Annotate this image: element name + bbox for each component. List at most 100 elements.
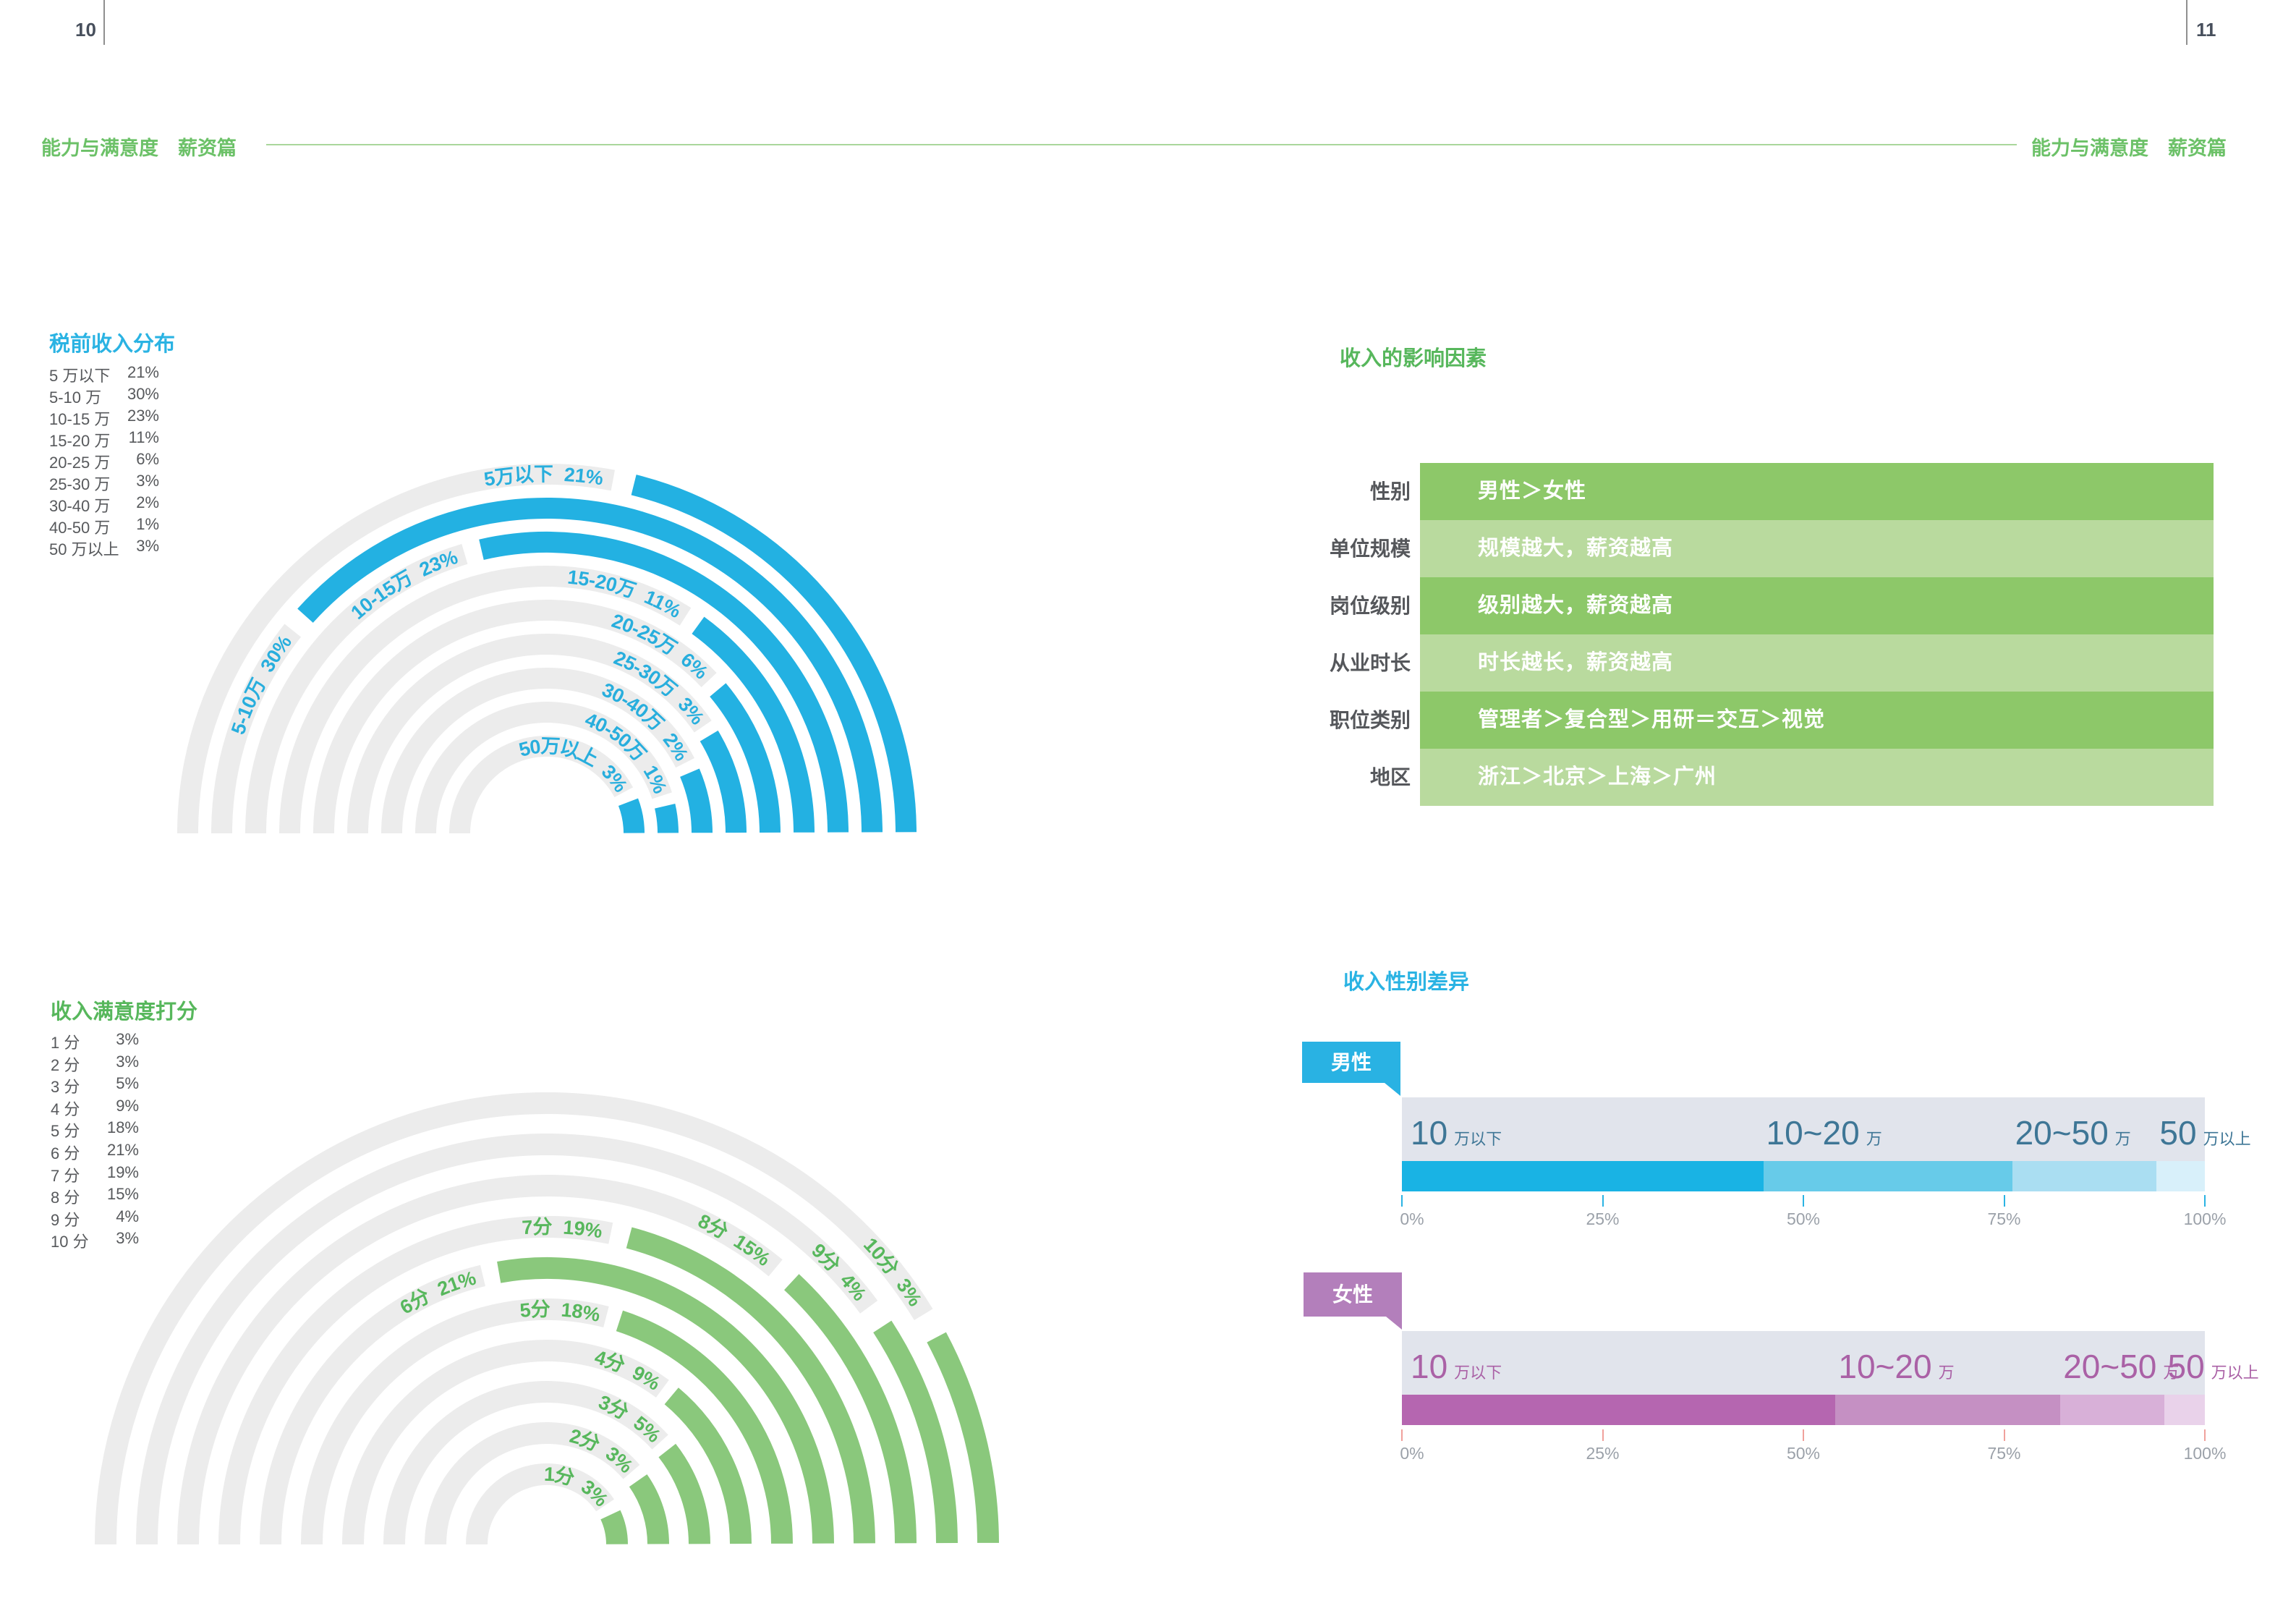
- ring-label: 50万以上 3%: [516, 735, 632, 796]
- legend-item-value: 3%: [116, 1030, 139, 1048]
- ring-value-arc: [700, 730, 747, 833]
- satisfaction-title: 收入满意度打分: [51, 1000, 198, 1024]
- legend-item-value: 21%: [127, 363, 159, 381]
- gender-tab: 男性: [1302, 1042, 1400, 1083]
- table-row: 浙江＞北京＞上海＞广州: [1420, 749, 2214, 806]
- gender-difference-title: 收入性别差异: [1343, 971, 1470, 994]
- legend-item: 4 分 9%: [51, 1097, 139, 1119]
- stacked-bar-segment: [1402, 1161, 1764, 1191]
- legend-item-label: 6 分: [51, 1144, 80, 1162]
- stacked-bar: [1402, 1395, 2205, 1425]
- bar-segment-label-range: 50: [2167, 1348, 2205, 1385]
- bar-segment-label: 10~20 万: [1766, 1113, 1882, 1152]
- ring-value-arc: [479, 532, 849, 833]
- table-row-label: 从业时长: [1329, 652, 1411, 674]
- legend-item-value: 3%: [116, 1229, 139, 1248]
- bar-segment-label: 10~20 万: [1838, 1347, 1954, 1386]
- income-distribution-title: 税前收入分布: [49, 333, 176, 356]
- ring-track: [383, 1381, 668, 1545]
- ring-value-arc: [692, 616, 815, 833]
- axis-tick: [1602, 1429, 1604, 1441]
- ring-track: [301, 1298, 609, 1545]
- ring-label: 9分 4%: [807, 1239, 870, 1305]
- legend-item: 3 分 5%: [51, 1074, 139, 1097]
- axis-tick-label: 0%: [1400, 1210, 1424, 1228]
- ring-label-path: [106, 1103, 917, 1533]
- legend-item: 20-25 万 6%: [49, 450, 159, 472]
- ring-label-path: [394, 1392, 658, 1540]
- legend-item: 5 万以下 21%: [49, 363, 159, 385]
- ring-label-path: [271, 1277, 475, 1537]
- ring-value-arc: [710, 683, 781, 833]
- ring-label-path: [290, 576, 679, 826]
- legend-item-value: 11%: [128, 428, 159, 446]
- bar-segment-label-unit: 万: [2114, 1130, 2131, 1148]
- ring-label: 8分 15%: [694, 1210, 774, 1271]
- bar-segment-label-range: 10: [1411, 1348, 1448, 1385]
- ring-label: 5-10万 30%: [227, 632, 296, 737]
- ring-track: [313, 600, 717, 834]
- bar-segment-label-range: 10~20: [1766, 1114, 1860, 1152]
- legend-item: 30-40 万 2%: [49, 493, 159, 515]
- ring-label-path: [312, 1309, 600, 1538]
- bar-label-area: 10 万以下 10~20 万 20~50 万 50 万以上: [1402, 1097, 2251, 1161]
- legend-item-label: 25-30 万: [49, 475, 111, 493]
- axis-tick-label: 75%: [1987, 1444, 2021, 1463]
- ring-label-path: [353, 1351, 658, 1539]
- table-row: 管理者＞复合型＞用研＝交互＞视觉: [1420, 692, 2214, 749]
- ring-label: 10分 3%: [859, 1233, 926, 1310]
- ring-track: [279, 566, 692, 834]
- legend-item: 5-10 万 30%: [49, 385, 159, 407]
- ring-value-arc: [629, 1474, 669, 1544]
- ring-track: [466, 1463, 614, 1545]
- axis-tick: [1803, 1195, 1804, 1207]
- gender-tab: 女性: [1304, 1272, 1402, 1317]
- legend-item-label: 9 分: [51, 1210, 80, 1229]
- legend-item: 1 分 3%: [51, 1030, 139, 1053]
- legend-item-label: 5 分: [51, 1122, 80, 1141]
- stacked-bar-segment: [2060, 1395, 2165, 1425]
- ring-value-arc: [655, 804, 679, 833]
- table-row-label: 岗位级别: [1329, 595, 1411, 617]
- bar-segment-label-unit: 万: [2163, 1364, 2180, 1382]
- ring-track: [342, 1340, 669, 1545]
- gender-tab-notch: [1385, 1083, 1400, 1096]
- ring-label: 30-40万 2%: [599, 679, 692, 765]
- stacked-bar-segment: [2012, 1161, 2157, 1191]
- bar-label-area: 10 万以下 10~20 万 20~50 万 50 万以上: [1402, 1331, 2259, 1395]
- table-row-value: 级别越大，薪资越高: [1478, 594, 1674, 617]
- stacked-bar-segment: [2164, 1395, 2205, 1425]
- legend-item-value: 15%: [106, 1185, 139, 1204]
- legend-item-label: 2 分: [51, 1055, 80, 1074]
- ring-value-arc: [297, 498, 883, 833]
- ring-label-path: [426, 713, 661, 830]
- ring-label-path: [147, 1144, 862, 1534]
- bar-segment-label: 50 万以上: [2159, 1113, 2250, 1152]
- stacked-bar-segment: [2156, 1161, 2205, 1191]
- legend-item: 9 分 4%: [51, 1207, 139, 1230]
- ring-track: [245, 543, 468, 834]
- legend-item-label: 1 分: [51, 1034, 80, 1052]
- bar-segment-label: 10 万以下: [1411, 1113, 1502, 1152]
- legend-item-label: 8 分: [51, 1189, 80, 1207]
- bar-segment-label-unit: 万以上: [2203, 1130, 2251, 1148]
- legend-item-label: 4 分: [51, 1100, 80, 1118]
- bar-segment-label-unit: 万: [1866, 1130, 1882, 1148]
- ring-label-path: [477, 1474, 604, 1542]
- page-rule-left: [103, 0, 105, 45]
- bar-segment-label: 10 万以下: [1411, 1347, 1502, 1386]
- axis-tick: [1602, 1195, 1604, 1207]
- legend-item-value: 6%: [136, 450, 159, 468]
- bar-segment-label-range: 50: [2159, 1114, 2197, 1152]
- axis-tick-label: 50%: [1786, 1210, 1821, 1228]
- legend-item: 5 分 18%: [51, 1118, 139, 1141]
- ring-value-arc: [497, 1257, 834, 1544]
- axis-tick-label: 25%: [1586, 1444, 1620, 1463]
- legend-item-value: 5%: [116, 1074, 139, 1093]
- legend-item-label: 40-50 万: [49, 519, 111, 537]
- satisfaction_score-rings: 10分 3%9分 4% 8分 15% 7分 19% 6分 21% 5分 18% 4分 9%…: [95, 1092, 999, 1545]
- legend-item-label: 10 分: [51, 1233, 89, 1251]
- legend-item-label: 50 万以上: [49, 540, 119, 558]
- legend-item-label: 10-15 万: [49, 410, 111, 428]
- ring-track: [177, 1175, 783, 1545]
